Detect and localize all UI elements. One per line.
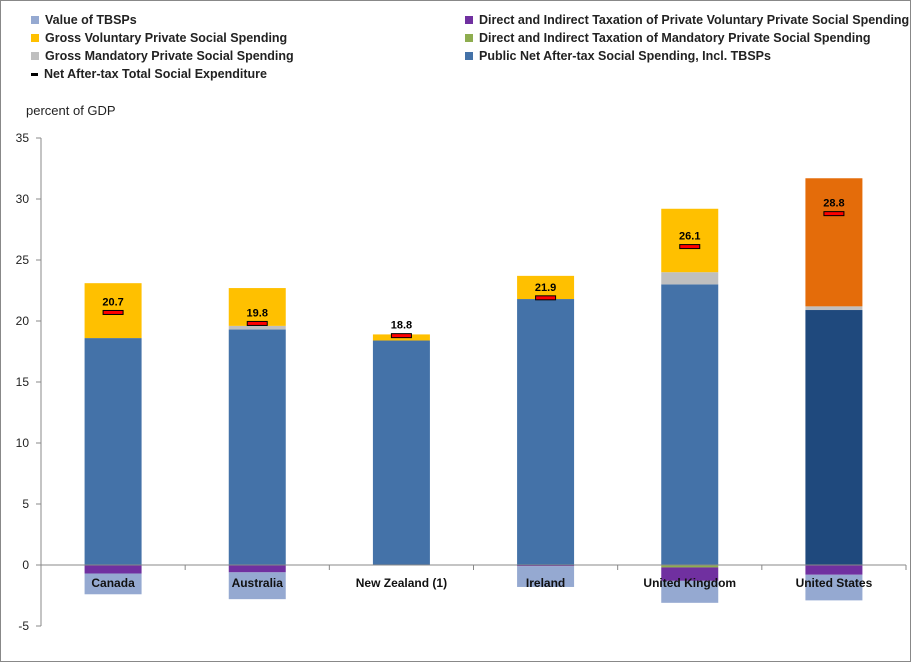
bar-segment <box>228 565 286 573</box>
bar-segment <box>228 325 286 330</box>
bar-segment <box>372 340 430 565</box>
y-tick-label: 10 <box>16 436 30 450</box>
legend-item: Gross Voluntary Private Social Spending <box>31 31 287 45</box>
legend-label: Value of TBSPs <box>45 13 137 27</box>
legend-item: Gross Mandatory Private Social Spending <box>31 49 294 63</box>
legend-item: Net After-tax Total Social Expenditure <box>31 67 267 81</box>
legend-label: Direct and Indirect Taxation of Mandator… <box>479 31 871 45</box>
bar-segment <box>517 565 575 567</box>
bar-segment <box>84 338 142 565</box>
x-tick-label: Canada <box>91 576 135 590</box>
bar-segment <box>805 574 863 601</box>
bar-segment <box>84 565 142 574</box>
x-tick-label: Australia <box>232 576 284 590</box>
legend-item: Value of TBSPs <box>31 13 137 27</box>
net-total-label: 28.8 <box>823 198 844 210</box>
bar-segment <box>805 306 863 311</box>
bar-segment <box>661 565 719 568</box>
bar-segment <box>517 299 575 565</box>
net-total-label: 20.7 <box>102 296 123 308</box>
net-total-marker <box>535 295 557 301</box>
y-axis-label: percent of GDP <box>26 103 116 118</box>
net-total-label: 26.1 <box>679 231 700 243</box>
legend-label: Gross Voluntary Private Social Spending <box>45 31 288 45</box>
legend-label: Direct and Indirect Taxation of Private … <box>479 13 910 27</box>
legend-label: Public Net After-tax Social Spending, In… <box>479 49 771 63</box>
legend-swatch <box>465 16 473 24</box>
legend-swatch <box>31 52 39 60</box>
net-total-label: 19.8 <box>247 307 268 319</box>
legend-item: Direct and Indirect Taxation of Private … <box>465 13 909 27</box>
bar-segment <box>228 329 286 565</box>
y-tick-label: -5 <box>18 619 29 633</box>
net-total-marker <box>246 320 268 326</box>
bar-segment <box>805 178 863 307</box>
legend-line-marker <box>31 72 38 76</box>
bar-segment <box>517 275 575 300</box>
bar-segment <box>517 566 575 587</box>
bar-segment <box>84 573 142 595</box>
legend-label: Gross Mandatory Private Social Spending <box>45 49 294 63</box>
bar-segment <box>228 288 286 326</box>
y-tick-label: 20 <box>16 314 30 328</box>
bar-segment <box>661 580 719 603</box>
y-tick-label: 5 <box>22 497 29 511</box>
legend-swatch <box>31 34 39 42</box>
net-total-marker <box>823 211 845 217</box>
y-tick-label: 25 <box>16 253 30 267</box>
legend-item: Public Net After-tax Social Spending, In… <box>465 49 771 63</box>
bar-segment <box>661 567 719 581</box>
bar-segment <box>661 284 719 565</box>
net-total-marker <box>679 244 701 250</box>
y-tick-label: 15 <box>16 375 30 389</box>
net-total-marker <box>102 309 124 315</box>
legend-swatch <box>465 52 473 60</box>
legend-label: Net After-tax Total Social Expenditure <box>44 67 267 81</box>
x-tick-label: United States <box>796 576 873 590</box>
bar-segment <box>805 565 863 575</box>
net-total-label: 18.8 <box>391 320 412 332</box>
legend-swatch <box>31 16 39 24</box>
bar-segment <box>228 572 286 600</box>
bar-segment <box>661 208 719 273</box>
x-tick-label: Ireland <box>526 576 565 590</box>
x-tick-label: United Kingdom <box>643 576 736 590</box>
net-total-label: 21.9 <box>535 282 556 294</box>
bar-segment <box>805 310 863 565</box>
y-tick-label: 35 <box>16 131 30 145</box>
y-tick-label: 30 <box>16 192 30 206</box>
net-total-marker <box>390 333 412 339</box>
legend-swatch <box>465 34 473 42</box>
x-tick-label: New Zealand (1) <box>356 576 447 590</box>
y-tick-label: 0 <box>22 558 29 572</box>
bar-segment <box>661 272 719 285</box>
legend-item: Direct and Indirect Taxation of Mandator… <box>465 31 871 45</box>
